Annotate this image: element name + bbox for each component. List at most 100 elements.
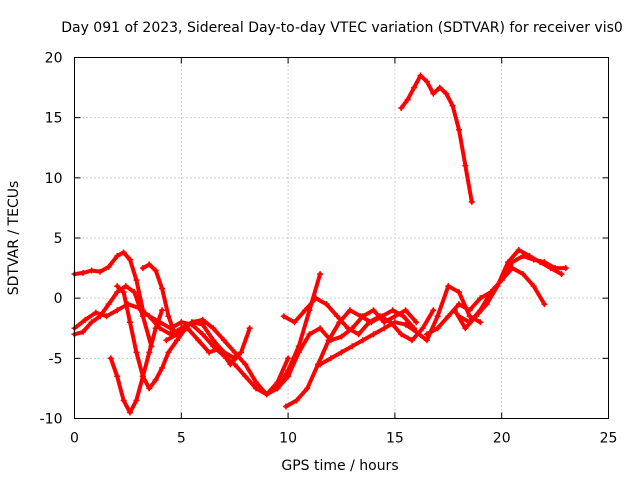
y-tick-label: 15 — [45, 111, 63, 127]
data-point — [402, 321, 409, 328]
data-point — [306, 331, 313, 338]
data-point — [274, 385, 281, 392]
data-point — [246, 325, 253, 332]
data-point — [466, 313, 473, 320]
data-point — [139, 265, 146, 272]
data-point — [370, 307, 377, 314]
data-point — [445, 313, 452, 320]
x-tick-label: 10 — [279, 431, 297, 447]
series-track-13 — [318, 284, 483, 367]
data-point — [133, 397, 140, 404]
y-tick-label: 10 — [45, 171, 63, 187]
data-point — [221, 337, 228, 344]
data-point — [423, 331, 430, 338]
data-point — [347, 307, 354, 314]
data-point — [451, 307, 458, 314]
data-point — [231, 349, 238, 356]
data-point — [498, 277, 505, 284]
data-point — [188, 321, 195, 328]
data-point — [174, 331, 181, 338]
data-point — [159, 285, 166, 292]
data-point — [139, 373, 146, 380]
grid-lines — [74, 57, 609, 419]
data-point — [488, 289, 495, 296]
y-axis-label: SDTVAR / TECUs — [6, 181, 22, 296]
data-point — [120, 249, 127, 256]
data-point — [336, 319, 343, 326]
data-point — [391, 313, 398, 320]
x-tick-label: 20 — [493, 431, 511, 447]
data-point — [146, 313, 153, 320]
data-point — [210, 325, 217, 332]
data-point — [434, 313, 441, 320]
data-point — [558, 271, 565, 278]
data-point — [291, 319, 298, 326]
data-point — [404, 96, 411, 103]
data-point — [338, 349, 345, 356]
data-point — [359, 337, 366, 344]
data-point — [80, 269, 87, 276]
series-track-3 — [72, 284, 154, 349]
axis-ticks: 0 5 10 15 20 25 -10 -5 0 5 10 15 20 — [40, 51, 618, 447]
data-point — [419, 325, 426, 332]
data-point — [152, 267, 159, 274]
data-point — [280, 313, 287, 320]
data-point — [402, 307, 409, 314]
data-point — [146, 261, 153, 268]
data-point — [242, 361, 249, 368]
data-point — [462, 325, 469, 332]
data-point — [398, 331, 405, 338]
data-point — [210, 337, 217, 344]
data-point — [195, 337, 202, 344]
data-point — [436, 84, 443, 91]
data-point — [537, 259, 544, 266]
data-point — [430, 307, 437, 314]
data-point — [302, 307, 309, 314]
data-point — [285, 355, 292, 362]
data-point — [92, 309, 99, 316]
y-tick-label: -10 — [40, 412, 63, 428]
data-point — [368, 319, 375, 326]
data-point — [541, 301, 548, 308]
data-point — [97, 268, 104, 275]
data-point — [317, 325, 324, 332]
data-point — [381, 325, 388, 332]
data-point — [103, 313, 110, 320]
data-point — [430, 90, 437, 97]
data-point — [216, 345, 223, 352]
data-point — [210, 343, 217, 350]
data-point — [88, 267, 95, 274]
data-point — [206, 349, 213, 356]
data-point — [317, 271, 324, 278]
data-point — [398, 105, 405, 112]
data-point — [133, 277, 140, 284]
data-point — [434, 325, 441, 332]
data-point — [114, 307, 121, 314]
data-point — [163, 337, 170, 344]
data-point — [114, 373, 121, 380]
data-point — [466, 307, 473, 314]
data-point — [199, 331, 206, 338]
series-track-12 — [275, 308, 419, 391]
data-point — [468, 198, 475, 205]
data-point — [443, 90, 450, 97]
data-point — [355, 331, 362, 338]
data-point — [323, 301, 330, 308]
chart-title: Day 091 of 2023, Sidereal Day-to-day VTE… — [61, 20, 623, 36]
data-point — [107, 355, 114, 362]
data-point — [238, 349, 245, 356]
data-point — [105, 263, 112, 270]
data-point — [455, 289, 462, 296]
data-point — [381, 319, 388, 326]
data-point — [167, 325, 174, 332]
data-point — [530, 283, 537, 290]
data-point — [413, 319, 420, 326]
data-series — [71, 72, 569, 416]
data-point — [312, 295, 319, 302]
data-point — [505, 259, 512, 266]
data-point — [520, 271, 527, 278]
data-point — [159, 307, 166, 314]
x-tick-label: 0 — [70, 431, 79, 447]
